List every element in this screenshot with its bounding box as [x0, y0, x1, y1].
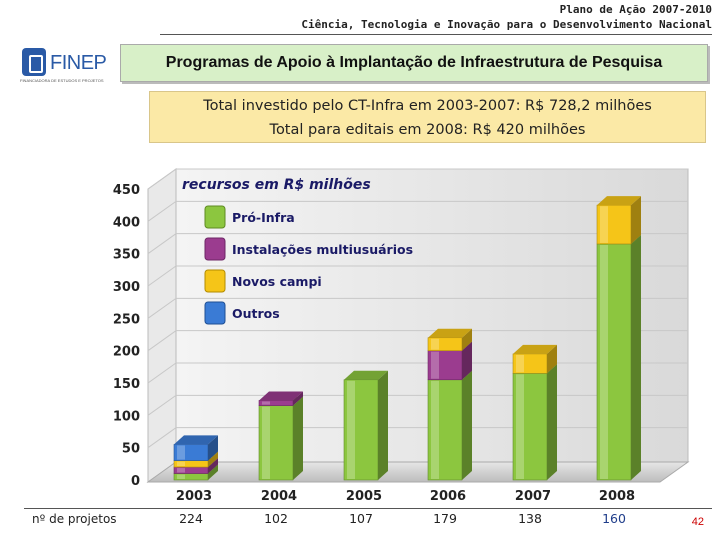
legend-swatch-pro-infra	[204, 205, 226, 229]
gridline	[147, 297, 688, 319]
y-tick-label: 150	[113, 377, 140, 392]
x-tick-label-2004: 2004	[261, 489, 297, 504]
x-tick-label-2008: 2008	[599, 489, 635, 504]
y-tick-label: 300	[113, 280, 140, 295]
header-subtitle: Ciência, Tecnologia e Inovação para o De…	[301, 18, 712, 31]
gridline	[147, 200, 688, 222]
finep-logo-icon	[22, 48, 46, 76]
footer-divider	[24, 508, 712, 509]
bar-2006-pro-infra	[427, 370, 472, 481]
bar-2008-novos-campi	[596, 196, 641, 245]
finep-logo-sub: FINANCIADORA DE ESTUDOS E PROJETOS	[20, 78, 104, 83]
header-plan: Plano de Ação 2007-2010	[559, 3, 712, 16]
legend-label-outros: Outros	[232, 306, 280, 321]
x-tick-label-2005: 2005	[346, 489, 382, 504]
projects-count-2008: 160	[602, 511, 626, 526]
bar-2004-pro-infra	[258, 396, 303, 481]
projects-count-2005: 107	[349, 511, 373, 526]
projects-label: nº de projetos	[32, 512, 117, 526]
info-total-ctinfra: Total investido pelo CT-Infra em 2003-20…	[203, 98, 652, 114]
page-number: 42	[691, 516, 704, 528]
x-tick-label-2003: 2003	[176, 489, 212, 504]
bar-2006-novos-campi	[427, 328, 472, 351]
gridline	[147, 265, 688, 287]
page-title: Programas de Apoio à Implantação de Infr…	[120, 44, 708, 82]
legend-label-pro-infra: Pró-Infra	[232, 210, 295, 225]
legend-label-novos-campi: Novos campi	[232, 274, 322, 289]
chart-side-wall	[147, 168, 177, 483]
bar-2008-pro-infra	[596, 234, 641, 481]
legend-label-multiusuarios: Instalações multiusuários	[232, 242, 413, 257]
x-tick-label-2006: 2006	[430, 489, 466, 504]
legend-swatch-multiusuarios	[204, 237, 226, 261]
gridline	[147, 233, 688, 255]
info-total-editais: Total para editais em 2008: R$ 420 milhõ…	[269, 122, 586, 138]
bar-2007-pro-infra	[512, 364, 557, 481]
legend-swatch-novos-campi	[204, 269, 226, 293]
bar-2007-novos-campi	[512, 344, 557, 374]
y-tick-label: 250	[113, 312, 140, 327]
finep-logo-text: FINEP	[50, 52, 107, 74]
projects-count-2004: 102	[264, 511, 288, 526]
y-tick-label: 400	[113, 215, 140, 230]
y-tick-label: 350	[113, 248, 140, 263]
info-box: Total investido pelo CT-Infra em 2003-20…	[149, 91, 706, 143]
y-tick-label: 200	[113, 345, 140, 360]
x-tick-label-2007: 2007	[515, 489, 551, 504]
bar-2003-outros	[173, 435, 218, 461]
header: Plano de Ação 2007-2010 Ciência, Tecnolo…	[301, 2, 712, 32]
y-tick-label: 100	[113, 409, 140, 424]
y-tick-label: 0	[131, 474, 140, 489]
legend-swatch-outros	[204, 301, 226, 325]
chart-title: recursos em R$ milhões	[182, 177, 371, 193]
y-tick-label: 450	[113, 183, 140, 198]
projects-count-2006: 179	[433, 511, 457, 526]
finep-logo: FINEP FINANCIADORA DE ESTUDOS E PROJETOS	[20, 46, 107, 86]
gridline	[147, 168, 688, 190]
projects-count-2007: 138	[518, 511, 542, 526]
gridline	[147, 330, 688, 352]
y-tick-label: 50	[122, 442, 140, 457]
bar-2004-multiusuarios	[258, 391, 303, 406]
projects-count-2003: 224	[179, 511, 203, 526]
header-divider	[160, 34, 712, 35]
bar-2005-pro-infra	[343, 370, 388, 481]
